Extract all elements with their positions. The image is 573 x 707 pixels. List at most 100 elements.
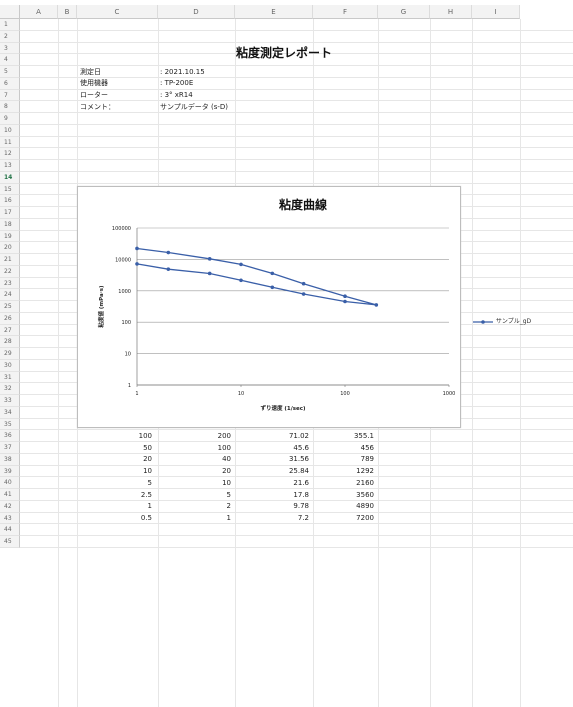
table-cell[interactable]: 20 [143,455,152,464]
table-cell[interactable]: 1292 [356,467,374,475]
column-header-e[interactable]: E [235,5,313,19]
row-header-11[interactable]: 11 [0,136,20,149]
row-header-44[interactable]: 44 [0,524,20,536]
data-point [270,271,275,276]
row-header-33[interactable]: 33 [0,395,20,407]
row-header-45[interactable]: 45 [0,536,20,548]
table-cell[interactable]: 50 [143,443,152,452]
table-cell[interactable]: 3560 [356,490,374,499]
row-header-43[interactable]: 43 [0,512,20,525]
row-header-35[interactable]: 35 [0,418,20,431]
row-header-38[interactable]: 38 [0,453,20,466]
row-header-30[interactable]: 30 [0,359,20,372]
y-axis-label: 粘度値 (mPa·s) [97,285,105,329]
row-header-34[interactable]: 34 [0,406,20,419]
column-header-g[interactable]: G [378,5,430,19]
y-tick-label: 100 [121,320,131,326]
data-point [207,257,212,261]
table-cell[interactable]: 0.5 [140,514,152,522]
row-header-25[interactable]: 25 [0,301,20,313]
row-header-17[interactable]: 17 [0,207,20,219]
row-header-8[interactable]: 8 [0,101,20,113]
column-header-a[interactable]: A [20,5,58,19]
row-header-41[interactable]: 41 [0,489,20,501]
row-header-3[interactable]: 3 [0,42,20,55]
row-header-36[interactable]: 36 [0,430,20,442]
table-cell[interactable]: 200 [217,431,231,440]
table-cell[interactable]: 100 [138,431,152,440]
row-header-24[interactable]: 24 [0,289,20,301]
table-cell[interactable]: 21.6 [293,478,309,487]
row-header-21[interactable]: 21 [0,254,20,266]
row-header-2[interactable]: 2 [0,30,20,43]
table-cell[interactable]: 5 [226,490,231,499]
row-header-42[interactable]: 42 [0,500,20,513]
viscosity-chart[interactable]: 粘度曲線 100000 10000 1000 100 10 1 1 10 100 1000 ずり速度 … [77,186,461,428]
row-header-19[interactable]: 19 [0,230,20,243]
meta-value: : 3° xR14 [160,91,193,99]
row-header-29[interactable]: 29 [0,348,20,360]
table-cell[interactable]: 25.84 [288,467,309,475]
table-cell[interactable]: 1 [226,514,231,522]
row-header-28[interactable]: 28 [0,336,20,348]
row-header-18[interactable]: 18 [0,218,20,231]
row-header-16[interactable]: 16 [0,195,20,207]
table-cell[interactable]: 7.2 [297,514,309,522]
column-header-d[interactable]: D [158,5,235,19]
row-header-26[interactable]: 26 [0,312,20,325]
table-cell[interactable]: 2160 [356,478,374,487]
data-point [270,285,275,290]
row-header-15[interactable]: 15 [0,183,20,196]
row-header-22[interactable]: 22 [0,265,20,278]
legend-line-marker [473,319,493,324]
table-cell[interactable]: 2 [226,502,231,511]
select-all-corner[interactable] [0,5,20,19]
row-header-10[interactable]: 10 [0,124,20,137]
row-header-32[interactable]: 32 [0,383,20,395]
row-header-7[interactable]: 7 [0,89,20,102]
row-header-13[interactable]: 13 [0,160,20,172]
column-header-i[interactable]: I [472,5,520,19]
table-cell[interactable]: 10 [143,467,152,475]
row-header-27[interactable]: 27 [0,324,20,337]
row-header-39[interactable]: 39 [0,465,20,478]
table-cell[interactable]: 17.8 [293,490,309,499]
table-cell[interactable]: 10 [222,478,231,487]
row-header-14[interactable]: 14 [0,171,20,184]
row-header-1[interactable]: 1 [0,19,20,31]
column-header-f[interactable]: F [313,5,378,19]
row-header-40[interactable]: 40 [0,477,20,489]
column-header-b[interactable]: B [58,5,77,19]
y-tick-label: 1 [128,383,131,389]
table-cell[interactable]: 456 [360,443,374,452]
meta-value: : 2021.10.15 [160,67,205,76]
table-cell[interactable]: 100 [217,443,231,452]
table-cell[interactable]: 71.02 [288,431,309,440]
table-cell[interactable]: 5 [147,478,152,487]
column-header-h[interactable]: H [430,5,472,19]
row-header-31[interactable]: 31 [0,371,20,384]
row-header-5[interactable]: 5 [0,66,20,78]
table-cell[interactable]: 789 [360,455,374,464]
table-cell[interactable]: 7200 [356,514,374,522]
row-gridline [20,452,573,454]
table-cell[interactable]: 40 [222,455,231,464]
table-cell[interactable]: 4890 [356,502,374,511]
row-header-4[interactable]: 4 [0,54,20,66]
data-point [135,262,139,266]
table-cell[interactable]: 31.56 [288,455,309,464]
row-header-23[interactable]: 23 [0,277,20,290]
table-cell[interactable]: 9.78 [293,502,309,511]
table-cell[interactable]: 1 [147,502,152,511]
table-cell[interactable]: 2.5 [140,490,152,499]
table-cell[interactable]: 45.6 [293,443,309,452]
row-header-6[interactable]: 6 [0,77,20,90]
row-header-12[interactable]: 12 [0,148,20,160]
table-cell[interactable]: 355.1 [353,431,374,440]
row-header-20[interactable]: 20 [0,242,20,254]
row-header-37[interactable]: 37 [0,442,20,454]
column-header-c[interactable]: C [77,5,158,19]
row-header-9[interactable]: 9 [0,113,20,125]
table-cell[interactable]: 20 [222,467,231,475]
